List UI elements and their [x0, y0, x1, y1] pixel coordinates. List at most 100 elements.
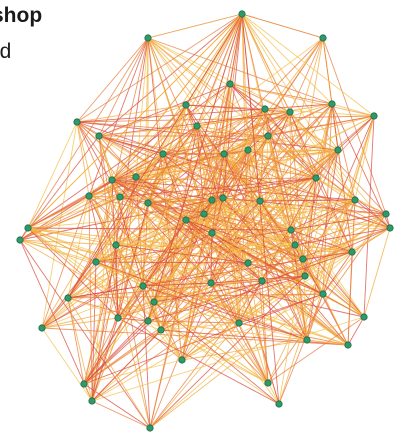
- graph-edge: [98, 104, 187, 137]
- graph-edge: [238, 280, 263, 324]
- graph-edge: [115, 244, 183, 361]
- graph-edge: [41, 301, 155, 329]
- graph-edge: [27, 83, 231, 229]
- graph-edge: [91, 13, 243, 402]
- graph-node: [24, 224, 32, 232]
- graph-node: [220, 150, 228, 158]
- graph-edge: [247, 262, 263, 282]
- graph-edge: [222, 13, 243, 199]
- graph-edge: [115, 232, 213, 246]
- graph-edge: [19, 37, 149, 241]
- graph-edge: [142, 285, 151, 429]
- graph-node: [382, 210, 390, 218]
- graph-node: [328, 100, 336, 108]
- graph-node: [348, 248, 356, 256]
- graph-node: [64, 294, 72, 302]
- graph-edge: [241, 13, 333, 105]
- graph-edge: [117, 317, 149, 322]
- graph-edge: [95, 219, 187, 263]
- graph-edge: [267, 135, 317, 179]
- graph-edge: [147, 108, 266, 204]
- graph-edge: [290, 229, 353, 253]
- graph-edge: [76, 121, 90, 197]
- graph-edge: [222, 149, 249, 199]
- graph-edge: [41, 297, 69, 329]
- graph-edge: [27, 121, 78, 229]
- graph-edge: [147, 320, 183, 361]
- graph-edge: [147, 202, 292, 231]
- graph-edge: [98, 83, 231, 137]
- graph-edge: [354, 115, 375, 201]
- graph-edge: [247, 262, 306, 277]
- graph-edge: [19, 179, 113, 241]
- graph-edge: [115, 199, 213, 246]
- graph-edge: [211, 13, 243, 234]
- graph-node: [219, 194, 227, 202]
- graph-node: [132, 173, 140, 181]
- graph-edge: [67, 297, 149, 322]
- graph-node: [226, 80, 234, 88]
- graph-edge: [41, 327, 349, 346]
- graph-edge: [347, 316, 365, 346]
- graph-node: [144, 34, 152, 42]
- graph-edge: [264, 108, 375, 117]
- graph-edge: [88, 104, 187, 197]
- graph-edge: [261, 280, 349, 346]
- graph-edge: [354, 199, 391, 229]
- graph-edge: [98, 135, 137, 178]
- graph-node: [301, 272, 309, 280]
- graph-node: [275, 400, 283, 408]
- graph-node: [208, 196, 216, 204]
- graph-node: [144, 199, 152, 207]
- graph-node: [193, 122, 201, 130]
- graph-edge: [83, 320, 149, 385]
- graph-edge: [147, 280, 263, 322]
- graph-edge: [19, 239, 349, 346]
- graph-edge: [153, 301, 308, 341]
- graph-edge: [41, 317, 119, 329]
- graph-edge: [247, 262, 349, 346]
- graph-edge: [119, 196, 212, 284]
- graph-edge: [67, 195, 90, 299]
- graph-edge: [115, 244, 119, 319]
- graph-edge: [111, 111, 291, 181]
- graph-edge: [162, 153, 365, 318]
- graph-node: [299, 255, 307, 263]
- graph-edge: [147, 13, 243, 322]
- graph-node: [88, 397, 96, 405]
- graph-edge: [149, 275, 306, 429]
- graph-node: [264, 132, 272, 140]
- graph-edge: [306, 339, 349, 346]
- graph-edge: [153, 103, 333, 303]
- graph-edge: [278, 293, 324, 405]
- graph-edge: [181, 293, 324, 361]
- graph-node: [264, 379, 272, 387]
- graph-edge: [83, 317, 119, 385]
- graph-edge: [19, 239, 117, 246]
- graph-edge: [289, 111, 306, 277]
- graph-edge: [160, 329, 349, 346]
- graph-node: [146, 424, 154, 432]
- graph-edge: [354, 199, 387, 215]
- graph-edge: [261, 280, 324, 295]
- graph-edge: [160, 275, 306, 331]
- graph-edge: [67, 13, 243, 299]
- graph-edge: [241, 13, 317, 179]
- graph-node: [258, 277, 266, 285]
- graph-edge: [27, 195, 90, 229]
- graph-edge: [153, 199, 356, 303]
- graph-edge: [149, 280, 263, 429]
- graph-edge: [27, 179, 113, 229]
- graph-edge: [315, 149, 339, 179]
- graph-edge: [290, 227, 391, 231]
- graph-edge: [259, 199, 356, 202]
- graph-edge: [95, 244, 296, 263]
- graph-node: [108, 176, 116, 184]
- graph-node: [112, 241, 120, 249]
- graph-node: [261, 105, 269, 113]
- graph-node: [38, 324, 46, 332]
- graph-edge: [111, 179, 213, 201]
- graph-edge: [267, 316, 365, 384]
- graph-edge: [222, 197, 292, 231]
- graph-edge: [115, 219, 187, 246]
